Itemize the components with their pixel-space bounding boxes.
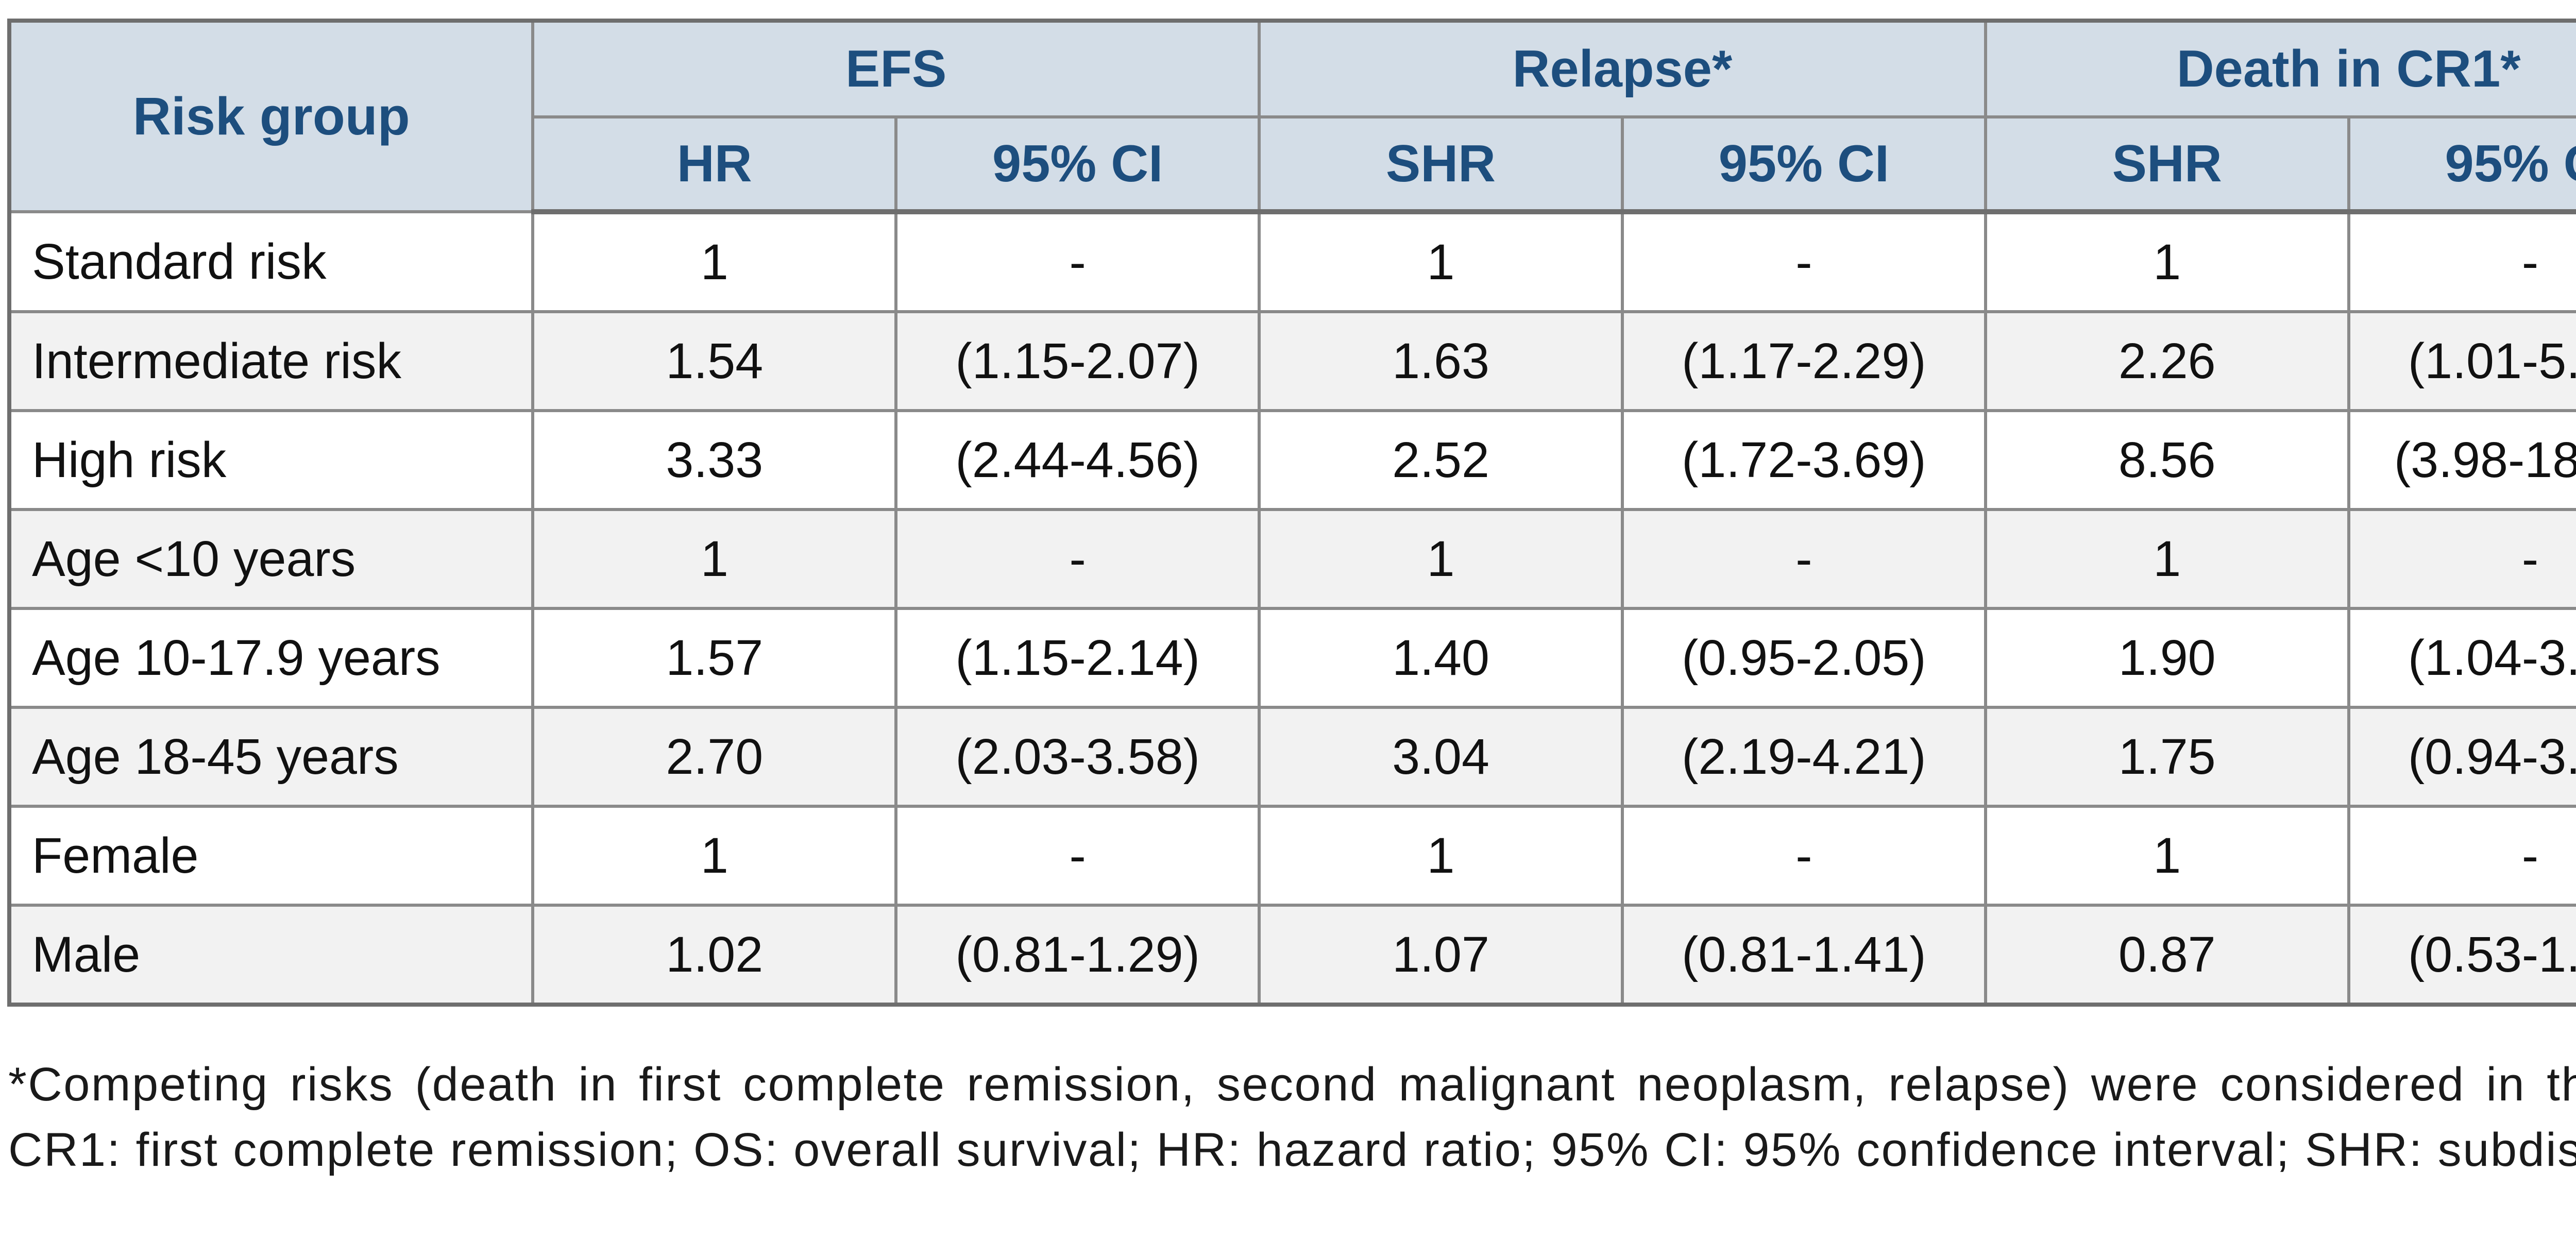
cell-death-shr: 1.75 (1984, 706, 2350, 808)
table-row-intermediate-risk: Intermediate risk 1.54 (1.15-2.07) 1.63 … (7, 310, 2576, 412)
cell-relapse-shr: 1.40 (1258, 607, 1624, 709)
cell-efs-hr: 1 (531, 210, 898, 313)
cell-relapse-ci: (2.19-4.21) (1620, 706, 1987, 808)
row-label: Female (7, 805, 535, 907)
cell-efs-ci: - (894, 508, 1261, 610)
cell-death-ci: (1.04-3.45) (2347, 607, 2576, 709)
sub-header-efs-ci: 95% CI (894, 115, 1261, 214)
cell-relapse-ci: (1.72-3.69) (1620, 409, 1987, 511)
footnote: *Competing risks (death in first complet… (8, 1058, 2576, 1176)
cell-relapse-shr: 1.63 (1258, 310, 1624, 412)
table-header: Risk group EFS Relapse* Death in CR1* OS… (7, 19, 2576, 214)
cell-efs-ci: (1.15-2.07) (894, 310, 1261, 412)
cell-death-ci: (3.98-18.41) (2347, 409, 2576, 511)
cell-efs-hr: 2.70 (531, 706, 898, 808)
row-label: Age <10 years (7, 508, 535, 610)
cell-death-ci: (0.94-3.25) (2347, 706, 2576, 808)
cell-relapse-ci: (0.81-1.41) (1620, 904, 1987, 1006)
cell-efs-hr: 1.57 (531, 607, 898, 709)
row-label: High risk (7, 409, 535, 511)
cell-relapse-ci: - (1620, 508, 1987, 610)
cell-death-ci: - (2347, 508, 2576, 610)
cell-relapse-ci: - (1620, 805, 1987, 907)
row-label: Standard risk (7, 210, 535, 313)
table-row-age-18-45: Age 18-45 years 2.70 (2.03-3.58) 3.04 (2… (7, 706, 2576, 808)
cell-efs-hr: 1 (531, 805, 898, 907)
cell-death-shr: 2.26 (1984, 310, 2350, 412)
table-row-age-10-17: Age 10-17.9 years 1.57 (1.15-2.14) 1.40 … (7, 607, 2576, 709)
cell-relapse-ci: - (1620, 210, 1987, 313)
results-table: Risk group EFS Relapse* Death in CR1* OS… (7, 19, 2576, 1007)
table-row-high-risk: High risk 3.33 (2.44-4.56) 2.52 (1.72-3.… (7, 409, 2576, 511)
cell-death-ci: - (2347, 805, 2576, 907)
cell-death-shr: 1 (1984, 805, 2350, 907)
cell-efs-ci: (0.81-1.29) (894, 904, 1261, 1006)
sub-header-row: HR 95% CI SHR 95% CI SHR 95% CI HR 95% C… (9, 115, 2576, 214)
cell-efs-hr: 3.33 (531, 409, 898, 511)
sub-header-relapse-shr: SHR (1258, 115, 1624, 214)
cell-relapse-shr: 3.04 (1258, 706, 1624, 808)
cell-relapse-shr: 1.07 (1258, 904, 1624, 1006)
table-row-age-lt10: Age <10 years 1 - 1 - 1 - 1 - (7, 508, 2576, 610)
cell-relapse-shr: 1 (1258, 210, 1624, 313)
cell-efs-ci: - (894, 805, 1261, 907)
row-label: Age 18-45 years (7, 706, 535, 808)
sub-header-death-shr: SHR (1984, 115, 2350, 214)
cell-efs-ci: (1.15-2.14) (894, 607, 1261, 709)
cell-death-ci: (1.01-5.05) (2347, 310, 2576, 412)
sub-header-efs-hr: HR (531, 115, 898, 214)
cell-death-shr: 1.90 (1984, 607, 2350, 709)
results-table-container: Risk group EFS Relapse* Death in CR1* OS… (7, 19, 2576, 1007)
cell-death-shr: 1 (1984, 508, 2350, 610)
table-body: Standard risk 1 - 1 - 1 - 1 - Intermedia… (7, 210, 2576, 1006)
row-label: Intermediate risk (7, 310, 535, 412)
table-row-female: Female 1 - 1 - 1 - 1 - (7, 805, 2576, 907)
corner-header-risk-group: Risk group (7, 19, 535, 213)
cell-death-ci: (0.53-1.40) (2347, 904, 2576, 1006)
group-header-efs: EFS (531, 19, 1261, 118)
cell-death-ci: - (2347, 210, 2576, 313)
cell-efs-ci: (2.44-4.56) (894, 409, 1261, 511)
cell-death-shr: 1 (1984, 210, 2350, 313)
cell-efs-hr: 1 (531, 508, 898, 610)
row-label: Age 10-17.9 years (7, 607, 535, 709)
cell-death-shr: 0.87 (1984, 904, 2350, 1006)
cell-efs-ci: (2.03-3.58) (894, 706, 1261, 808)
cell-efs-hr: 1.54 (531, 310, 898, 412)
row-label: Male (7, 904, 535, 1006)
group-header-death-in-cr1: Death in CR1* (1984, 19, 2576, 118)
cell-efs-ci: - (894, 210, 1261, 313)
cell-relapse-ci: (1.17-2.29) (1620, 310, 1987, 412)
cell-relapse-shr: 1 (1258, 508, 1624, 610)
cell-efs-hr: 1.02 (531, 904, 898, 1006)
table-row-standard-risk: Standard risk 1 - 1 - 1 - 1 - (7, 210, 2576, 313)
cell-relapse-ci: (0.95-2.05) (1620, 607, 1987, 709)
cell-relapse-shr: 2.52 (1258, 409, 1624, 511)
group-header-row: Risk group EFS Relapse* Death in CR1* OS (7, 19, 2576, 213)
sub-header-relapse-ci: 95% CI (1620, 115, 1987, 214)
cell-relapse-shr: 1 (1258, 805, 1624, 907)
sub-header-death-ci: 95% CI (2347, 115, 2576, 214)
table-row-male: Male 1.02 (0.81-1.29) 1.07 (0.81-1.41) 0… (7, 904, 2576, 1006)
group-header-relapse: Relapse* (1258, 19, 1987, 118)
cell-death-shr: 8.56 (1984, 409, 2350, 511)
